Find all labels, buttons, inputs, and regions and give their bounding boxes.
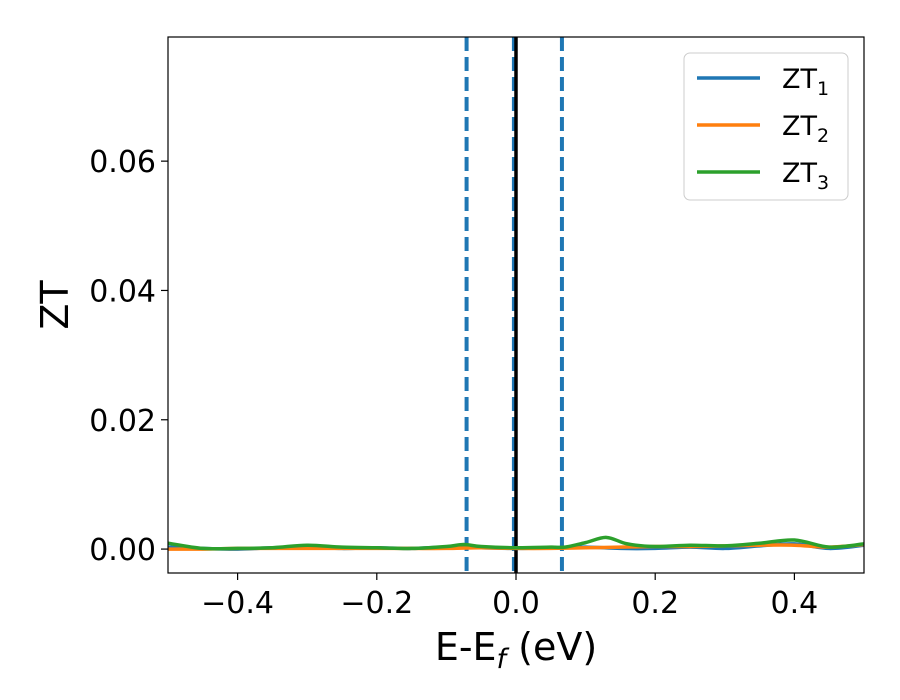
x-axis: −0.4 −0.2 0.0 0.2 0.4 [201, 573, 818, 621]
series-lines [168, 535, 864, 551]
y-tick-label: 0.02 [89, 404, 156, 439]
series-line-3 [168, 535, 864, 551]
y-tick-label: 0.04 [89, 274, 156, 309]
x-tick-label: 0.4 [771, 586, 819, 621]
x-tick-label: 0.2 [631, 586, 679, 621]
x-tick-label: 0.0 [492, 586, 540, 621]
reference-lines [464, 37, 564, 573]
legend-label-1: ZT1 [782, 64, 829, 100]
x-axis-label: E-Ef (eV) [435, 625, 597, 675]
y-tick-label: 0.06 [89, 145, 156, 180]
y-tick-label: 0.00 [89, 533, 156, 568]
legend-label-3: ZT3 [782, 158, 829, 194]
legend: ZT1 ZT2 ZT3 [683, 52, 849, 201]
x-tick-label: −0.2 [340, 586, 413, 621]
legend-label-2: ZT2 [782, 111, 829, 147]
y-axis: 0.00 0.02 0.04 0.06 [89, 145, 168, 568]
y-axis-label: ZT [33, 280, 77, 330]
x-tick-label: −0.4 [201, 586, 274, 621]
legend-box [683, 52, 849, 201]
